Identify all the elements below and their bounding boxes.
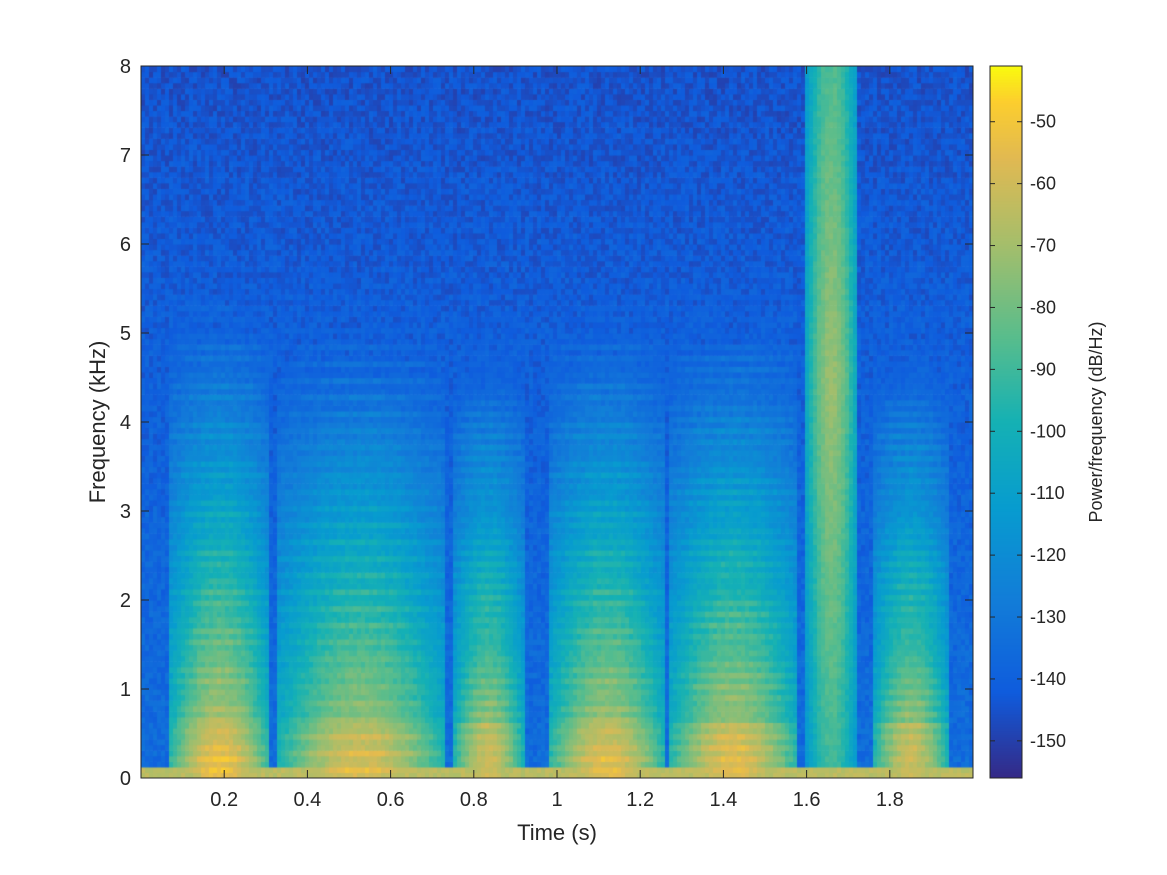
colorbar-tick-label: -90 — [1030, 359, 1056, 379]
colorbar-tick-label: -70 — [1030, 236, 1056, 256]
x-tick-label: 1.2 — [626, 789, 654, 811]
colorbar-tick-label: -130 — [1030, 607, 1066, 627]
colorbar-tick-label: -80 — [1030, 297, 1056, 317]
x-tick-label: 1.4 — [709, 789, 737, 811]
y-tick-label: 3 — [120, 501, 131, 523]
y-tick-label: 8 — [120, 56, 131, 78]
y-tick-label: 7 — [120, 145, 131, 167]
colorbar-tick-label: -110 — [1030, 483, 1065, 503]
y-tick-label: 6 — [120, 234, 131, 256]
y-tick-label: 4 — [120, 412, 131, 434]
colorbar: -50-60-70-80-90-100-110-120-130-140-150 … — [989, 65, 1106, 779]
x-tick-label: 0.2 — [210, 789, 238, 811]
colorbar-frame — [989, 65, 1023, 779]
colorbar-gradient — [990, 66, 1022, 778]
x-tick-label: 0.4 — [293, 789, 321, 811]
x-tick-label: 0.8 — [460, 789, 488, 811]
spectrogram-image — [141, 66, 973, 778]
x-axis: 0.2 0.4 0.6 0.8 1 1.2 1.4 1.6 1.8 — [210, 66, 904, 811]
y-tick-label: 2 — [120, 590, 131, 612]
y-tick-label: 5 — [120, 323, 131, 345]
x-tick-label: 1 — [551, 789, 562, 811]
x-tick-label: 1.6 — [793, 789, 821, 811]
colorbar-tick-label: -50 — [1030, 112, 1056, 132]
plot-area — [140, 65, 974, 779]
colorbar-tick-label: -150 — [1030, 731, 1066, 751]
y-axis-label: Frequency (kHz) — [85, 341, 110, 504]
colorbar-tick-label: -60 — [1030, 174, 1056, 194]
x-tick-label: 0.6 — [377, 789, 405, 811]
x-axis-label: Time (s) — [517, 820, 597, 845]
colorbar-ticks: -50 -60 -70 -80 -90 -100 -110 -120 -130 -140 -150 — [990, 112, 1066, 751]
colorbar-tick-label: -120 — [1030, 545, 1066, 565]
y-tick-label: 0 — [120, 768, 131, 790]
y-tick-label: 1 — [120, 679, 131, 701]
colorbar-tick-label: -140 — [1030, 669, 1066, 689]
colorbar-tick-label: -100 — [1030, 421, 1066, 441]
x-tick-label: 1.8 — [876, 789, 904, 811]
colorbar-label: Power/frequency (dB/Hz) — [1086, 321, 1106, 522]
y-axis: 0 1 2 3 4 5 6 7 8 — [120, 56, 973, 790]
